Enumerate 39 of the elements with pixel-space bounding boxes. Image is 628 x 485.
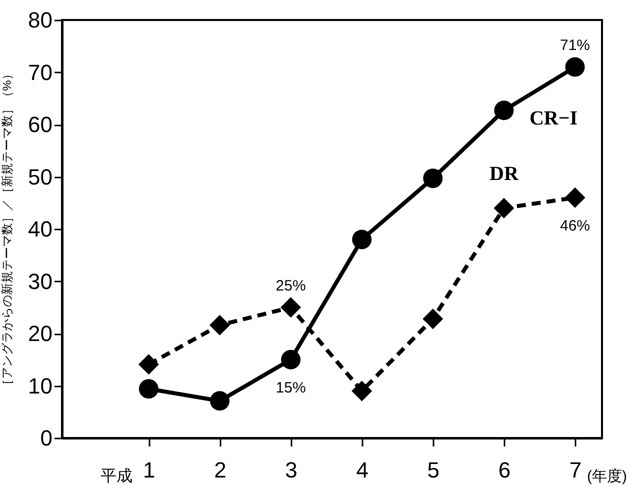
point [209,314,230,336]
y-axis-title: ［アングラからの新規テーマ数］／［新規テーマ数］（%） [0,68,14,391]
point [494,100,514,120]
x-tick-label: 4 [356,458,368,482]
point [138,354,159,375]
y-tick-label: 10 [28,373,52,398]
x-tick-label: 5 [427,458,440,482]
data-label: 71% [560,37,590,54]
text: (年度) [587,468,627,485]
y-tick-label: 70 [28,60,52,85]
point [352,380,372,402]
x-tick-label: 3 [285,458,298,482]
series-label: CR−I [529,108,578,130]
data-label: 25% [276,277,306,294]
x-tick-label: 7 [569,458,582,482]
y-tick-label: 50 [28,164,52,190]
x-tick-label: 2 [214,458,226,482]
point [281,350,301,370]
data-label: 46% [560,218,590,235]
text: 平成 [100,467,133,485]
point [210,391,230,411]
point [565,57,585,77]
point [280,297,302,318]
data-label: 15% [276,380,306,397]
y-tick-label: 60 [28,112,52,137]
series-label: DR [490,163,519,186]
y-tick-label: 80 [28,8,52,32]
y-tick-label: 0 [40,426,52,450]
point [422,308,444,330]
x-tick-label: 6 [498,458,511,482]
point [352,230,372,250]
point [494,198,514,218]
point [423,168,443,188]
point [564,187,586,208]
x-tick-label: 1 [143,458,156,482]
y-tick-label: 20 [28,321,52,346]
y-tick-label: 40 [28,216,52,242]
y-tick-label: 30 [28,268,52,294]
point [138,379,158,399]
